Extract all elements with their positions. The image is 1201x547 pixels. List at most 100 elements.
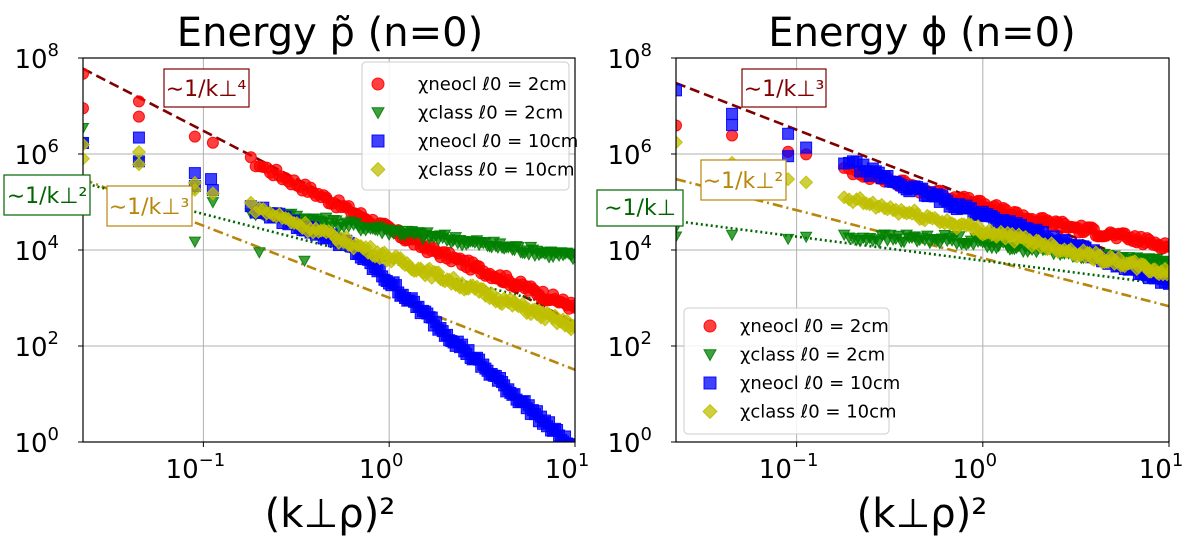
data-point <box>83 102 89 115</box>
legend-marker <box>703 349 717 362</box>
legend-label: χclass ℓ0 = 2cm <box>740 345 885 366</box>
data-point <box>188 236 202 249</box>
data-point <box>83 137 91 152</box>
legend-marker <box>703 376 717 390</box>
data-point <box>298 255 311 268</box>
data-point <box>1163 277 1169 290</box>
x-tick-label: 100 <box>359 450 404 485</box>
data-point <box>567 318 575 333</box>
y-tick-label: 106 <box>14 136 59 171</box>
data-point <box>799 175 814 190</box>
legend: χneocl ℓ0 = 2cm χclass ℓ0 = 2cm χneocl ℓ0 … <box>361 61 578 191</box>
x-tick-label: 100 <box>953 450 998 485</box>
data-point <box>83 122 90 135</box>
legend-label: χclass ℓ0 = 2cm <box>418 103 563 124</box>
data-point <box>132 131 145 144</box>
chart-title: Energy ϕ (n=0) <box>768 10 1075 56</box>
data-point <box>892 230 905 243</box>
y-tick-label: 102 <box>14 328 59 363</box>
y-tick-label: 108 <box>607 40 652 75</box>
data-point <box>131 157 146 172</box>
fit-annotation-k1: ∼1/k⊥ <box>596 189 684 227</box>
fit-label: ∼1/k⊥² <box>703 169 784 194</box>
fit-annotation-k2: ∼1/k⊥² <box>3 174 91 216</box>
legend-marker <box>371 107 385 120</box>
x-tick-label: 101 <box>1139 450 1184 485</box>
panel-potential-energy: 10−1 100 101 108 106 104 102 100 Energy ϕ (n=0)… <box>596 10 1183 537</box>
data-point <box>799 231 813 244</box>
data-point <box>243 195 258 210</box>
legend-label: χclass ℓ0 = 10cm <box>418 160 575 181</box>
legend-label: χneocl ℓ0 = 10cm <box>740 373 900 394</box>
data-point <box>567 438 575 442</box>
x-tick-label: 10−1 <box>759 450 819 485</box>
y-tick-label: 108 <box>14 40 59 75</box>
axis-ticks: 10−1 100 101 108 106 104 102 100 <box>607 40 1183 485</box>
fit-annotation-k3: ∼1/k⊥³ <box>741 68 827 108</box>
legend-marker <box>703 319 717 333</box>
data-point <box>782 127 795 140</box>
fit-annotation-k4: ∼1/k⊥⁴ <box>163 68 250 108</box>
data-point <box>726 129 739 142</box>
data-point <box>1163 240 1169 253</box>
fit-annotation-k2: ∼1/k⊥² <box>700 159 787 201</box>
data-point <box>676 119 682 132</box>
data-point <box>252 247 266 259</box>
x-axis-label: (k⊥ρ)² <box>857 491 988 537</box>
data-point <box>132 95 145 108</box>
data-point <box>676 84 682 97</box>
data-point <box>726 107 739 120</box>
data-point <box>1162 256 1169 268</box>
series-3 <box>676 135 1169 282</box>
data-points <box>676 84 1169 290</box>
x-axis-label: (k⊥ρ)² <box>265 491 396 537</box>
panel-pressure-energy: 10−1 100 101 108 106 104 102 100 Energy p̃ (n=0… <box>3 10 589 537</box>
data-point <box>205 186 220 201</box>
fit-label: ∼1/k⊥³ <box>744 77 825 102</box>
series-3 <box>83 137 575 337</box>
y-tick-label: 102 <box>607 328 652 363</box>
data-point <box>206 136 219 149</box>
x-tick-label: 10−1 <box>166 450 226 485</box>
data-point <box>781 233 795 246</box>
axis-ticks: 10−1 100 101 108 106 104 102 100 <box>14 40 589 485</box>
data-point <box>205 173 218 186</box>
data-point <box>83 67 89 80</box>
data-point <box>83 151 91 166</box>
y-tick-label: 106 <box>607 136 652 171</box>
legend-label: χneocl ℓ0 = 2cm <box>740 316 889 337</box>
data-point <box>800 141 813 154</box>
fit-label: ∼1/k⊥⁴ <box>166 77 247 102</box>
data-point <box>244 151 257 164</box>
fit-label: ∼1/k⊥³ <box>109 195 190 220</box>
data-point <box>676 231 683 243</box>
data-point <box>782 150 795 163</box>
chart-title: Energy p̃ (n=0) <box>177 10 483 56</box>
fit-label: ∼1/k⊥ <box>604 196 676 221</box>
y-tick-label: 104 <box>14 232 59 267</box>
legend-label: χneocl ℓ0 = 2cm <box>418 74 567 95</box>
y-tick-label: 100 <box>14 424 59 459</box>
data-points <box>83 67 575 442</box>
data-point <box>725 229 739 242</box>
legend-marker <box>371 77 385 91</box>
data-point <box>726 119 739 132</box>
y-tick-label: 100 <box>607 424 652 459</box>
fit-annotation-k3: ∼1/k⊥³ <box>106 185 193 227</box>
legend-marker <box>702 403 718 420</box>
data-point <box>1161 265 1169 280</box>
x-tick-label: 101 <box>545 450 590 485</box>
legend: χneocl ℓ0 = 2cm χclass ℓ0 = 2cm χneocl ℓ0 … <box>683 307 900 435</box>
data-point <box>132 110 145 123</box>
legend-label: χneocl ℓ0 = 10cm <box>418 131 578 152</box>
data-point <box>569 301 575 314</box>
fit-label: ∼1/k⊥² <box>7 184 88 209</box>
y-tick-label: 104 <box>607 232 652 267</box>
legend-marker <box>370 161 386 178</box>
data-point <box>188 130 201 143</box>
legend-marker <box>371 134 385 148</box>
data-point <box>676 135 684 150</box>
data-point <box>568 248 575 261</box>
legend-label: χclass ℓ0 = 10cm <box>740 402 897 423</box>
